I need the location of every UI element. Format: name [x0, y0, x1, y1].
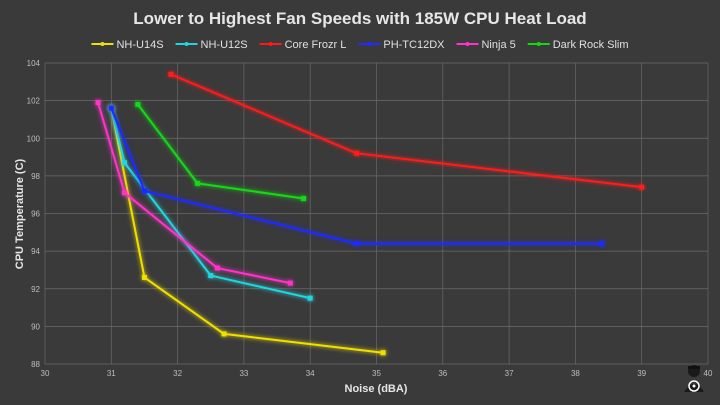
data-point: [168, 71, 174, 77]
data-point: [208, 273, 214, 279]
series-group: [168, 71, 645, 190]
y-axis-label: CPU Temperature (C): [14, 158, 26, 269]
series-layer: [95, 71, 645, 356]
x-tick-label: 34: [306, 369, 315, 378]
data-point: [141, 274, 147, 280]
data-point: [221, 331, 227, 337]
data-point: [122, 160, 128, 166]
x-tick-label: 40: [704, 369, 713, 378]
data-point: [307, 295, 313, 301]
data-point: [214, 265, 220, 271]
x-tick-label: 39: [637, 369, 646, 378]
series-line: [110, 107, 384, 354]
x-tick-label: 35: [372, 369, 381, 378]
legend-item: PH-TC12DX: [358, 39, 445, 51]
legend-label: NH-U12S: [201, 39, 248, 51]
legend-label: NH-U14S: [116, 39, 163, 51]
series-line: [110, 107, 602, 245]
x-tick-label: 33: [239, 369, 248, 378]
y-tick-label: 96: [31, 210, 40, 219]
legend-marker: [100, 42, 105, 46]
y-tick-label: 102: [27, 97, 41, 106]
legend: NH-U14S NH-U12S Core Frozr L PH-TC12DX Ninja…: [91, 39, 629, 51]
x-tick-label: 38: [571, 369, 580, 378]
data-point: [135, 101, 141, 107]
data-point: [639, 184, 645, 190]
series-line: [110, 107, 311, 300]
series-group: [108, 105, 386, 356]
data-point: [141, 188, 147, 194]
legend-item: Dark Rock Slim: [527, 39, 629, 51]
y-tick-label: 104: [27, 59, 41, 68]
data-point: [108, 105, 114, 111]
legend-label: Dark Rock Slim: [553, 39, 629, 51]
grid: [44, 62, 709, 365]
x-tick-label: 36: [438, 369, 447, 378]
series-group: [108, 105, 605, 247]
legend-item: NH-U14S: [91, 39, 164, 51]
legend-label: Ninja 5: [481, 39, 515, 51]
x-tick-label: 31: [107, 369, 116, 378]
tick-labels: 30 31 32 33 34 35 36 37 38 39 40 88 90 92 94 96 98 100 102…: [27, 59, 713, 378]
legend-marker: [268, 42, 273, 46]
data-point: [301, 195, 307, 201]
series-line: [97, 102, 291, 285]
channel-logo-icon: [684, 365, 704, 392]
data-point: [599, 241, 605, 247]
chart-title: Lower to Highest Fan Speeds with 185W CP…: [133, 9, 586, 28]
legend-label: Core Frozr L: [285, 39, 347, 51]
y-tick-label: 88: [31, 360, 40, 369]
data-point: [287, 280, 293, 286]
legend-item: NH-U12S: [175, 39, 248, 51]
data-point: [354, 241, 360, 247]
legend-marker: [184, 42, 189, 46]
data-point: [122, 190, 128, 196]
legend-item: Core Frozr L: [259, 39, 347, 51]
legend-label: PH-TC12DX: [383, 39, 445, 51]
series-group: [95, 100, 293, 286]
data-point: [194, 180, 200, 186]
y-tick-label: 92: [31, 285, 40, 294]
legend-marker: [367, 42, 372, 46]
data-point: [95, 100, 101, 106]
series-group: [135, 101, 307, 201]
data-point: [354, 150, 360, 156]
series-line: [137, 103, 304, 200]
y-tick-label: 94: [31, 247, 40, 256]
legend-marker: [465, 42, 470, 46]
x-axis-label: Noise (dBA): [345, 383, 408, 395]
y-tick-label: 100: [27, 134, 41, 143]
series-line: [170, 73, 642, 189]
x-tick-label: 30: [41, 369, 50, 378]
legend-marker: [536, 42, 541, 46]
x-tick-label: 32: [173, 369, 182, 378]
legend-item: Ninja 5: [456, 39, 516, 51]
series-group: [108, 105, 313, 301]
data-point: [380, 350, 386, 356]
y-tick-label: 98: [31, 172, 40, 181]
x-tick-label: 37: [505, 369, 514, 378]
y-tick-label: 90: [31, 322, 40, 331]
